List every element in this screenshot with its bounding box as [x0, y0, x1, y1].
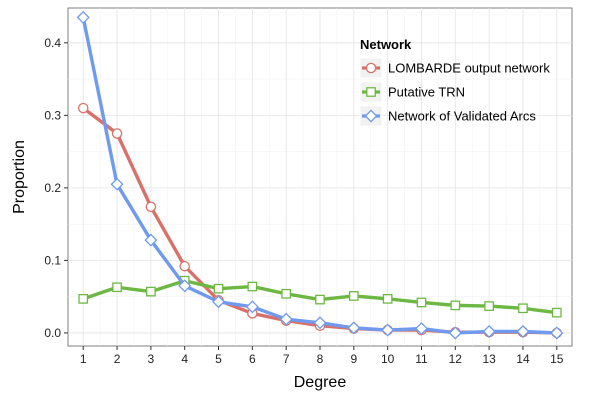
data-point-square	[366, 87, 376, 97]
legend-label: Putative TRN	[388, 85, 465, 100]
y-axis-title: Proportion	[11, 140, 28, 214]
x-tick-label: 7	[283, 352, 290, 366]
data-point-diamond	[76, 10, 90, 24]
data-point-diamond	[482, 324, 496, 339]
data-point-square	[382, 294, 393, 304]
legend-key-square	[359, 81, 383, 103]
data-point-diamond	[448, 326, 462, 340]
x-tick-label: 5	[215, 352, 222, 366]
x-tick-label: 15	[550, 352, 564, 366]
legend-label: Network of Validated Arcs	[388, 109, 536, 124]
data-point-square	[315, 294, 325, 305]
series-diamond	[76, 10, 564, 340]
legend: Network LOMBARDE output network Putative …	[359, 37, 550, 127]
y-tick-label: 0.1	[44, 253, 61, 267]
data-point-square	[551, 307, 562, 318]
data-point-circle	[111, 128, 123, 139]
data-point-diamond	[110, 177, 124, 191]
data-point-square	[450, 300, 461, 311]
x-tick-label: 12	[449, 352, 463, 366]
data-point-square	[281, 288, 292, 299]
data-point-square	[484, 301, 494, 311]
y-tick-label: 0.2	[44, 181, 61, 195]
data-point-diamond	[279, 312, 293, 326]
data-point-diamond	[364, 109, 378, 123]
x-tick-label: 2	[114, 352, 121, 366]
data-point-circle	[145, 201, 157, 212]
x-tick-label: 8	[317, 352, 324, 366]
data-point-diamond	[313, 316, 327, 330]
data-point-diamond	[516, 324, 530, 339]
data-point-diamond	[178, 279, 192, 293]
data-point-square	[247, 281, 258, 292]
data-point-square	[146, 286, 156, 297]
legend-key-circle	[359, 57, 383, 79]
x-tick-label: 11	[415, 352, 428, 366]
data-point-circle	[365, 62, 377, 74]
data-point-circle	[179, 260, 190, 272]
x-tick-label: 14	[516, 352, 530, 366]
data-point-diamond	[414, 322, 428, 336]
data-point-square	[348, 291, 359, 301]
data-point-square	[112, 282, 122, 293]
data-point-diamond	[245, 300, 259, 314]
x-tick-label: 3	[148, 352, 155, 366]
x-tick-label: 10	[381, 352, 395, 366]
data-point-diamond	[381, 323, 395, 337]
axis-layer: Proportion Degree 0.00.10.20.30.41 2 3 4 5 6 7…	[11, 36, 564, 391]
data-point-diamond	[212, 295, 226, 309]
x-tick-label: 13	[482, 352, 496, 366]
legend-key-diamond	[359, 105, 383, 127]
y-tick-label: 0.4	[44, 36, 61, 50]
series-layer	[76, 10, 564, 340]
x-tick-label: 1	[80, 352, 87, 366]
data-point-square	[518, 303, 528, 314]
legend-label: LOMBARDE output network	[388, 61, 550, 76]
x-tick-label: 4	[181, 352, 188, 366]
x-axis-title: Degree	[294, 374, 347, 391]
data-point-square	[416, 297, 427, 308]
data-point-diamond	[550, 326, 564, 340]
y-tick-label: 0.3	[44, 108, 61, 122]
x-tick-label: 6	[249, 352, 256, 366]
data-point-square	[213, 283, 224, 294]
data-point-square	[78, 294, 89, 304]
legend-title: Network	[360, 37, 412, 52]
data-point-circle	[77, 102, 89, 114]
data-point-diamond	[347, 321, 361, 335]
y-tick-label: 0.0	[44, 326, 61, 340]
x-tick-label: 9	[350, 352, 357, 366]
data-point-diamond	[144, 233, 158, 247]
